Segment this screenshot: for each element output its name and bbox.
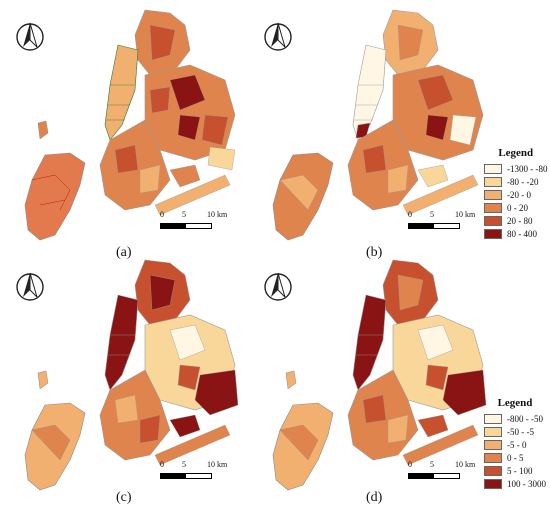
legend-label: -1300 - -80 xyxy=(507,163,548,174)
legend-swatch xyxy=(484,478,502,489)
scale-label-10: 10 km xyxy=(207,460,228,469)
legend-swatch xyxy=(484,413,502,424)
legend-swatch xyxy=(484,228,502,239)
scale-label-0: 0 xyxy=(160,210,164,219)
legend-swatch xyxy=(484,426,502,437)
scale-bar: 0 5 10 km xyxy=(160,460,270,490)
legend-row: -80 - -20 xyxy=(484,175,548,188)
legend-label: 5 - 100 xyxy=(507,465,533,476)
legend-label: 100 - 3000 xyxy=(507,478,546,489)
nyc-choropleth-map xyxy=(272,9,484,241)
legend-swatch xyxy=(484,163,502,174)
legend-title: Legend xyxy=(497,397,533,409)
legend-row: -1300 - -80 xyxy=(484,162,548,175)
scale-label-10: 10 km xyxy=(455,460,476,469)
scale-label-10: 10 km xyxy=(455,210,476,219)
nyc-choropleth-map xyxy=(24,259,239,491)
legend-swatch xyxy=(484,439,502,450)
scale-label-5: 5 xyxy=(430,460,434,469)
map-panel-a: 0 5 10 km xyxy=(10,5,250,245)
scale-label-5: 5 xyxy=(182,210,186,219)
north-arrow-icon xyxy=(16,22,44,51)
legend-row: -20 - 0 xyxy=(484,188,548,201)
legend-label: 0 - 5 xyxy=(507,452,524,463)
legend-label: -20 - 0 xyxy=(507,189,531,200)
legend-row: 100 - 3000 xyxy=(484,477,546,490)
legend-row: 5 - 100 xyxy=(484,464,546,477)
legend-panels-cd: Legend -800 - -50 -50 - -5 -5 - 0 0 - 5 … xyxy=(484,397,546,490)
legend-swatch xyxy=(484,452,502,463)
north-arrow-icon xyxy=(264,272,292,301)
legend-label: 0 - 20 xyxy=(507,202,528,213)
scale-label-0: 0 xyxy=(408,210,412,219)
legend-label: 20 - 80 xyxy=(507,215,533,226)
scale-label-0: 0 xyxy=(408,460,412,469)
scale-bar: 0 5 10 km xyxy=(160,210,270,240)
nyc-choropleth-map xyxy=(24,9,236,241)
scale-label-10: 10 km xyxy=(207,210,228,219)
legend-row: -5 - 0 xyxy=(484,438,546,451)
north-arrow-icon xyxy=(16,272,44,301)
legend-label: -50 - -5 xyxy=(507,426,534,437)
nyc-choropleth-map xyxy=(272,259,487,491)
legend-row: -800 - -50 xyxy=(484,412,546,425)
legend-label: -80 - -20 xyxy=(507,176,539,187)
legend-row: 0 - 5 xyxy=(484,451,546,464)
legend-label: 80 - 400 xyxy=(507,228,537,239)
legend-row: -50 - -5 xyxy=(484,425,546,438)
legend-swatch xyxy=(484,176,502,187)
legend-swatch xyxy=(484,465,502,476)
scale-label-5: 5 xyxy=(182,460,186,469)
legend-swatch xyxy=(484,189,502,200)
legend-swatch xyxy=(484,215,502,226)
legend-row: 80 - 400 xyxy=(484,227,548,240)
map-panel-b: 0 5 10 km xyxy=(258,5,498,245)
legend-title: Legend xyxy=(498,147,534,159)
legend-panels-ab: Legend -1300 - -80 -80 - -20 -20 - 0 0 -… xyxy=(484,147,548,240)
scale-bar: 0 5 10 km xyxy=(408,460,518,490)
legend-label: -800 - -50 xyxy=(507,413,543,424)
panel-caption-d: (d) xyxy=(366,490,383,505)
map-panel-c: 0 5 10 km xyxy=(10,255,250,495)
panel-caption-b: (b) xyxy=(366,245,383,260)
legend-label: -5 - 0 xyxy=(507,439,527,450)
north-arrow-icon xyxy=(264,22,292,51)
scale-bar: 0 5 10 km xyxy=(408,210,518,240)
map-panel-d: 0 5 10 km xyxy=(258,255,498,495)
legend-row: 20 - 80 xyxy=(484,214,548,227)
scale-label-5: 5 xyxy=(430,210,434,219)
legend-swatch xyxy=(484,202,502,213)
scale-label-0: 0 xyxy=(160,460,164,469)
legend-row: 0 - 20 xyxy=(484,201,548,214)
panel-caption-a: (a) xyxy=(116,245,132,260)
panel-caption-c: (c) xyxy=(116,490,132,505)
